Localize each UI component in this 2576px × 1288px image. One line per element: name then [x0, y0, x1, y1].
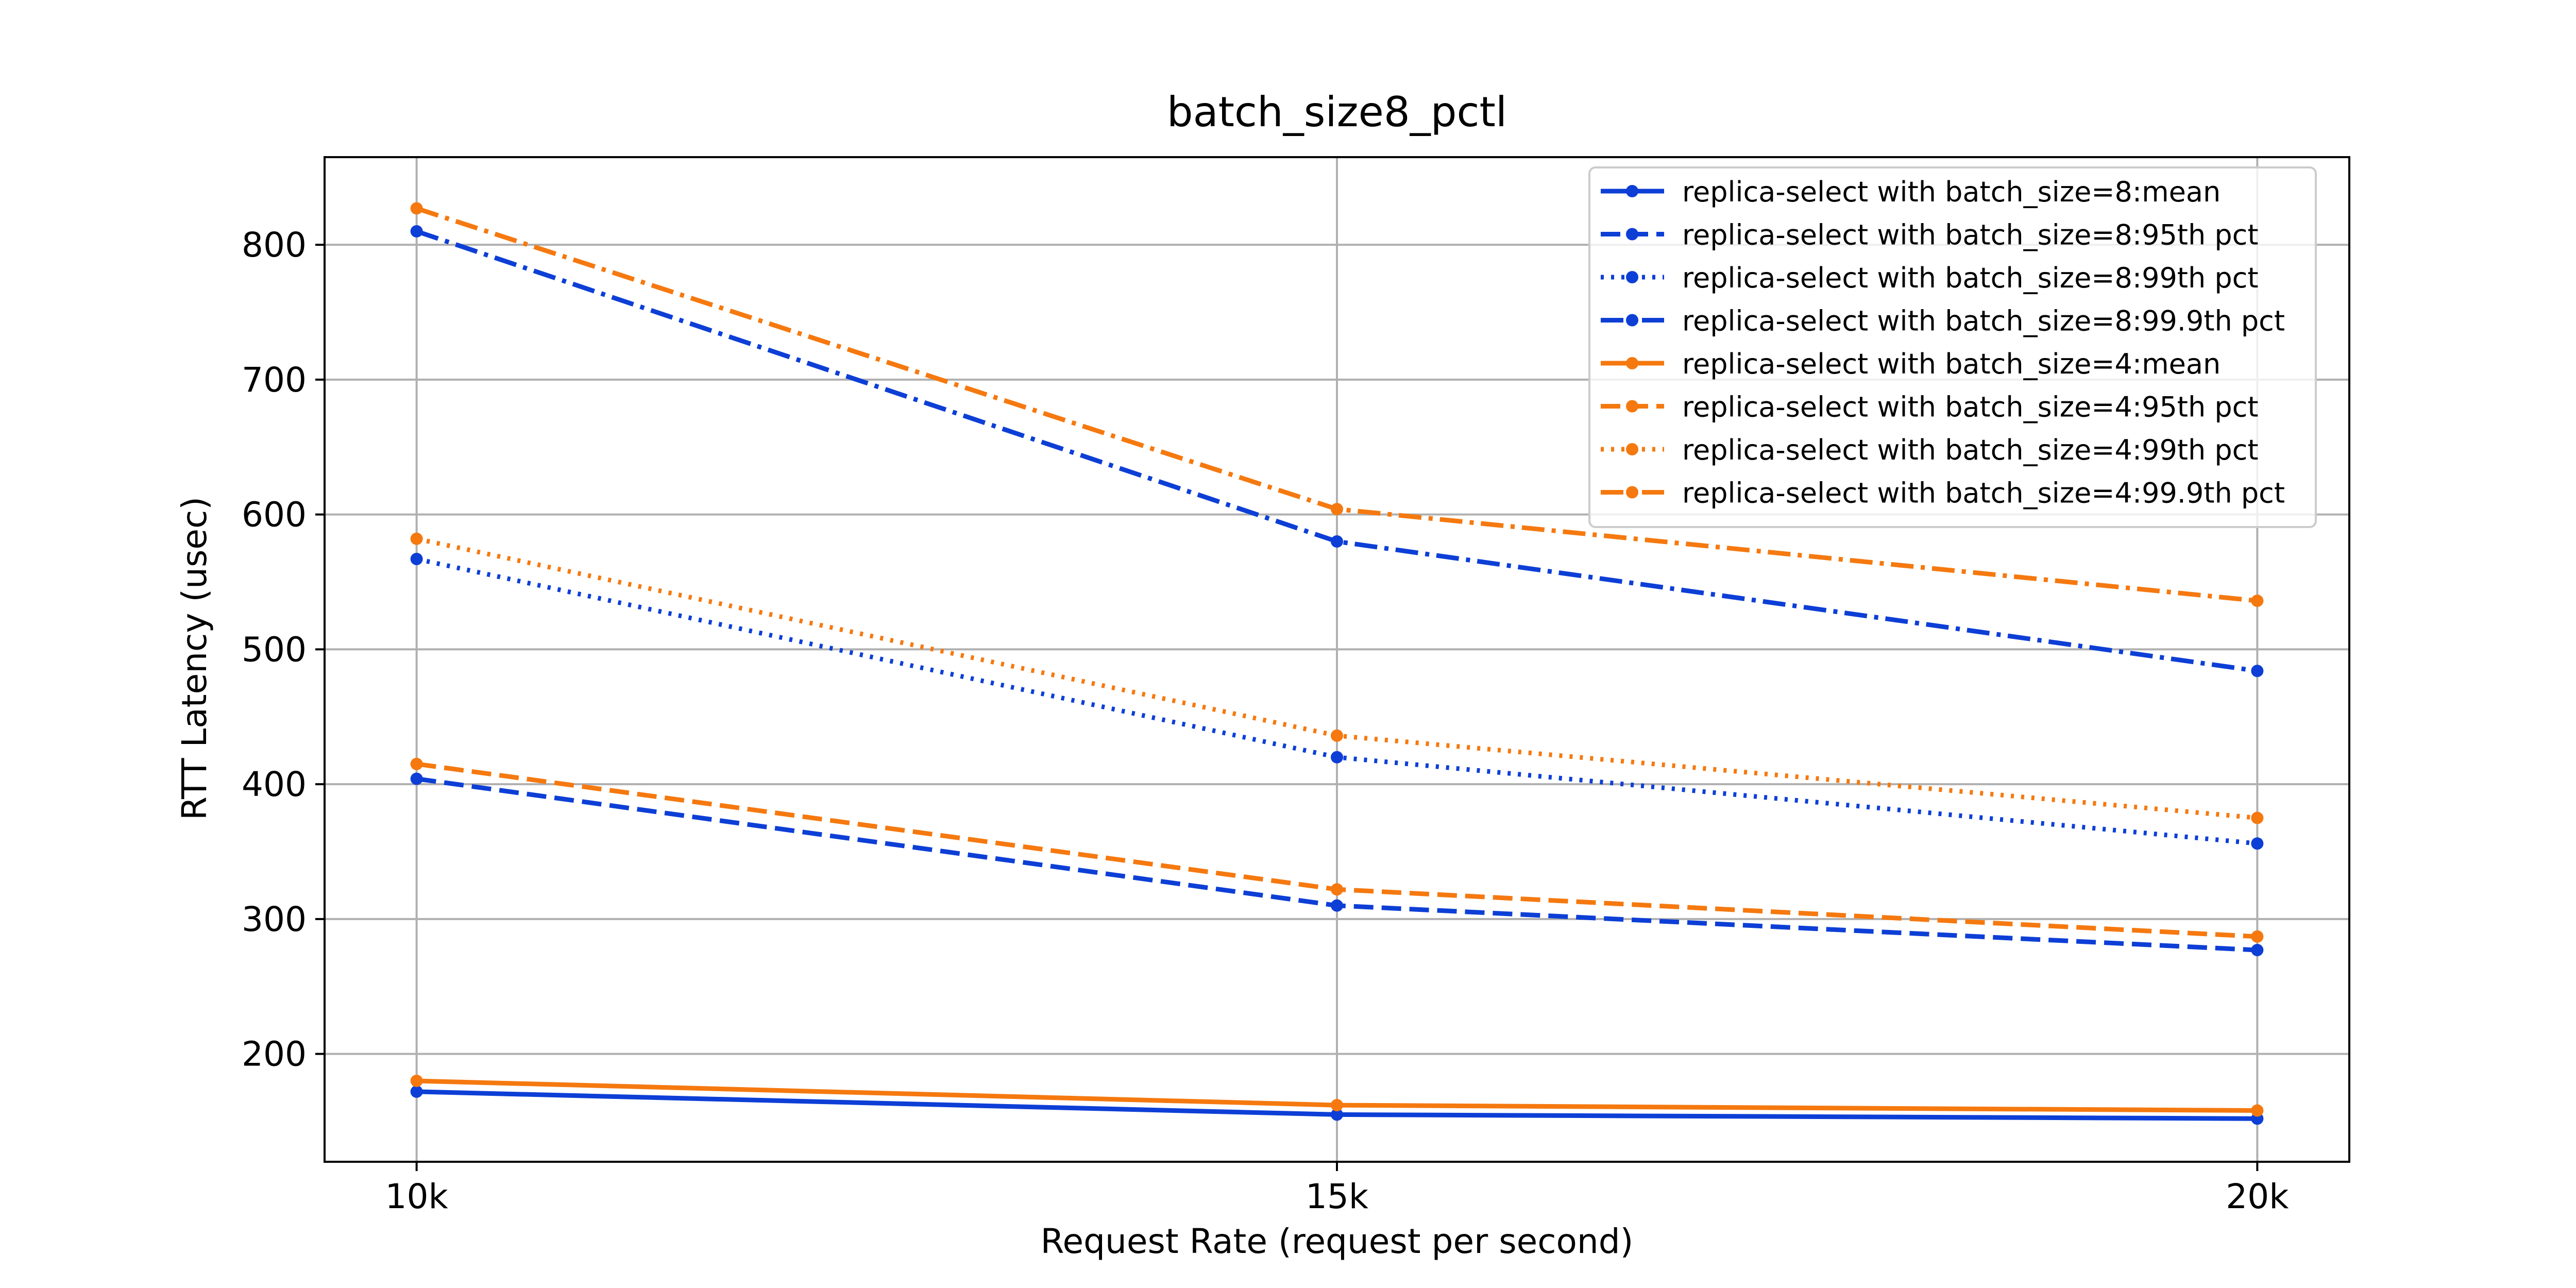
- y-tick-label: 300: [242, 900, 307, 939]
- y-tick-label: 500: [242, 630, 307, 669]
- data-point: [2251, 811, 2264, 824]
- data-point: [410, 532, 423, 545]
- data-point: [1331, 1099, 1343, 1112]
- series-2: [410, 772, 2264, 957]
- legend-label: replica-select with batch_size=8:mean: [1682, 176, 2221, 208]
- series-4: [410, 225, 2264, 677]
- data-point: [1331, 535, 1343, 548]
- data-point: [410, 1074, 423, 1087]
- legend-label: replica-select with batch_size=4:mean: [1682, 348, 2221, 380]
- legend: replica-select with batch_size=8:meanrep…: [1588, 166, 2317, 528]
- legend-item: replica-select with batch_size=8:99th pc…: [1601, 262, 2259, 294]
- legend-item: replica-select with batch_size=4:mean: [1601, 348, 2221, 380]
- data-point: [2251, 944, 2264, 957]
- data-point: [410, 553, 423, 565]
- data-point: [2251, 1104, 2264, 1117]
- data-point: [1331, 751, 1343, 764]
- series-5: [410, 1074, 2264, 1117]
- series-7: [410, 532, 2264, 824]
- legend-item: replica-select with batch_size=8:95th pc…: [1601, 219, 2259, 251]
- legend-marker: [1626, 486, 1638, 499]
- legend-marker: [1626, 357, 1638, 369]
- series-line: [416, 556, 2258, 846]
- data-point: [2251, 837, 2264, 850]
- x-tick-label: 10k: [385, 1177, 449, 1216]
- series-3: [410, 553, 2264, 850]
- legend-item: replica-select with batch_size=4:99th pc…: [1601, 434, 2259, 466]
- y-tick-label: 200: [242, 1035, 307, 1074]
- chart-title: batch_size8_pctl: [1167, 88, 1507, 136]
- legend-label: replica-select with batch_size=4:95th pc…: [1682, 391, 2259, 423]
- legend-marker: [1626, 185, 1638, 197]
- x-axis-label: Request Rate (request per second): [1041, 1222, 1634, 1261]
- series-line: [416, 536, 2258, 821]
- data-point: [410, 772, 423, 785]
- legend-marker: [1626, 271, 1638, 283]
- legend-box: [1588, 166, 2317, 528]
- legend-item: replica-select with batch_size=8:99.9th …: [1601, 305, 2285, 337]
- data-point: [1331, 729, 1343, 742]
- legend-label: replica-select with batch_size=4:99.9th …: [1682, 477, 2285, 510]
- y-tick-label: 400: [242, 765, 307, 804]
- legend-label: replica-select with batch_size=8:99th pc…: [1682, 262, 2259, 294]
- legend-label: replica-select with batch_size=8:95th pc…: [1682, 219, 2259, 251]
- series-layer: [410, 202, 2264, 1125]
- data-point: [1331, 503, 1343, 516]
- data-point: [410, 1085, 423, 1098]
- data-point: [410, 202, 423, 215]
- data-point: [410, 225, 423, 238]
- y-tick-label: 800: [242, 225, 307, 265]
- legend-item: replica-select with batch_size=4:99.9th …: [1601, 477, 2285, 510]
- legend-marker: [1626, 228, 1638, 241]
- x-tick-label: 20k: [2226, 1177, 2289, 1216]
- legend-item: replica-select with batch_size=8:mean: [1601, 176, 2221, 208]
- x-tick-label: 15k: [1306, 1177, 1369, 1216]
- data-point: [2251, 595, 2264, 607]
- data-point: [1331, 883, 1343, 896]
- series-8: [410, 202, 2264, 607]
- data-point: [1331, 1108, 1343, 1121]
- data-point: [410, 757, 423, 770]
- legend-label: replica-select with batch_size=4:99th pc…: [1682, 434, 2259, 466]
- axes: 10k 15k 20k 200 300 400 500 600 700 800: [242, 156, 2350, 1216]
- legend-marker: [1626, 443, 1638, 455]
- series-6: [410, 757, 2264, 943]
- data-point: [2251, 930, 2264, 943]
- data-point: [2251, 665, 2264, 677]
- y-axis-label: RTT Latency (usec): [175, 497, 214, 820]
- legend-marker: [1626, 400, 1638, 413]
- legend-marker: [1626, 314, 1638, 327]
- legend-label: replica-select with batch_size=8:99.9th …: [1682, 305, 2285, 337]
- y-tick-label: 600: [242, 495, 307, 535]
- legend-item: replica-select with batch_size=4:95th pc…: [1601, 391, 2259, 423]
- y-tick-label: 700: [242, 360, 307, 400]
- data-point: [1331, 899, 1343, 912]
